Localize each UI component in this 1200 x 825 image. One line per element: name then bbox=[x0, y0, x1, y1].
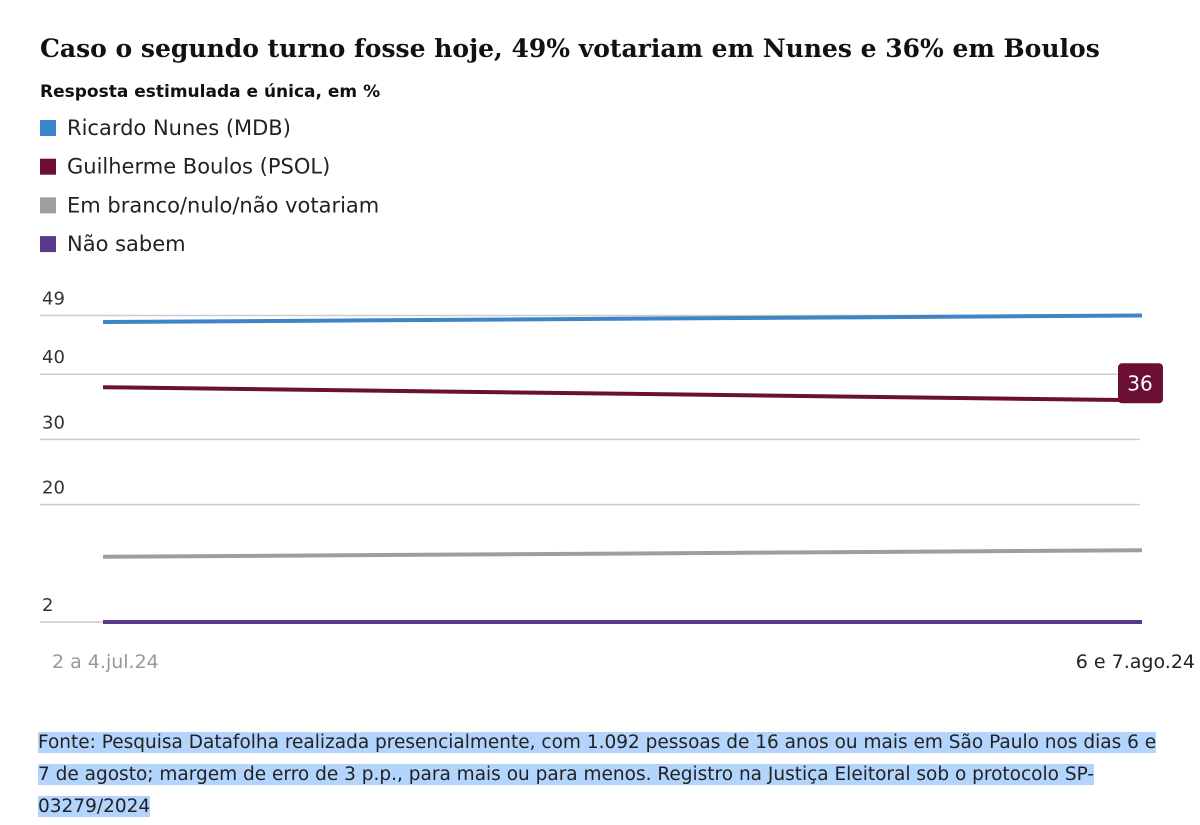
series-line bbox=[102, 385, 1143, 403]
chart: Caso o segundo turno fosse hoje, 49% vot… bbox=[40, 34, 1195, 673]
value-label: 36 bbox=[1127, 371, 1152, 395]
legend-swatch bbox=[40, 120, 56, 136]
legend-label: Ricardo Nunes (MDB) bbox=[67, 116, 291, 140]
x-tick-label: 2 a 4.jul.24 bbox=[52, 651, 159, 673]
legend-label: Em branco/nulo/não votariam bbox=[67, 193, 379, 217]
source-note: Fonte: Pesquisa Datafolha realizada pres… bbox=[38, 727, 1158, 823]
legend-swatch bbox=[40, 158, 56, 175]
legend-label: Não sabem bbox=[67, 232, 186, 256]
legend-label: Guilherme Boulos (PSOL) bbox=[67, 155, 330, 179]
chart-title: Caso o segundo turno fosse hoje, 49% vot… bbox=[40, 34, 1100, 63]
y-tick-label: 49 bbox=[42, 289, 65, 310]
y-tick-label: 40 bbox=[42, 347, 65, 368]
y-tick-label: 2 bbox=[42, 595, 53, 616]
source-text: Fonte: Pesquisa Datafolha realizada pres… bbox=[38, 732, 1157, 817]
series-line bbox=[102, 548, 1143, 559]
y-tick-label: 30 bbox=[42, 412, 65, 433]
legend-swatch bbox=[40, 236, 56, 253]
series-line bbox=[102, 313, 1143, 325]
value-label-box bbox=[1118, 363, 1163, 404]
y-tick-label: 20 bbox=[42, 478, 65, 499]
x-tick-label: 6 e 7.ago.24 bbox=[1076, 651, 1195, 673]
legend-swatch bbox=[40, 197, 56, 214]
chart-subtitle: Resposta estimulada e única, em % bbox=[40, 82, 380, 102]
